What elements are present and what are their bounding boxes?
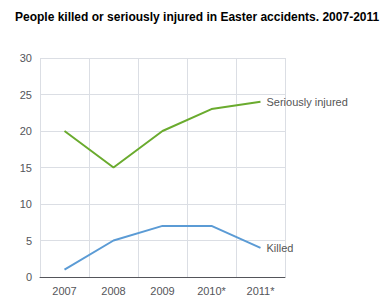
svg-text:2010*: 2010* bbox=[197, 285, 226, 297]
svg-text:20: 20 bbox=[20, 125, 32, 137]
svg-text:2009: 2009 bbox=[150, 285, 174, 297]
svg-text:15: 15 bbox=[20, 162, 32, 174]
svg-text:0: 0 bbox=[26, 271, 32, 283]
svg-text:Seriously injured: Seriously injured bbox=[267, 96, 348, 108]
svg-text:Killed: Killed bbox=[267, 242, 294, 254]
svg-text:2007: 2007 bbox=[52, 285, 76, 297]
svg-text:2008: 2008 bbox=[101, 285, 125, 297]
svg-text:25: 25 bbox=[20, 89, 32, 101]
svg-text:30: 30 bbox=[20, 52, 32, 64]
svg-text:10: 10 bbox=[20, 198, 32, 210]
svg-text:People killed or seriously inj: People killed or seriously injured in Ea… bbox=[15, 10, 379, 24]
svg-text:5: 5 bbox=[26, 235, 32, 247]
svg-text:2011*: 2011* bbox=[247, 285, 276, 297]
